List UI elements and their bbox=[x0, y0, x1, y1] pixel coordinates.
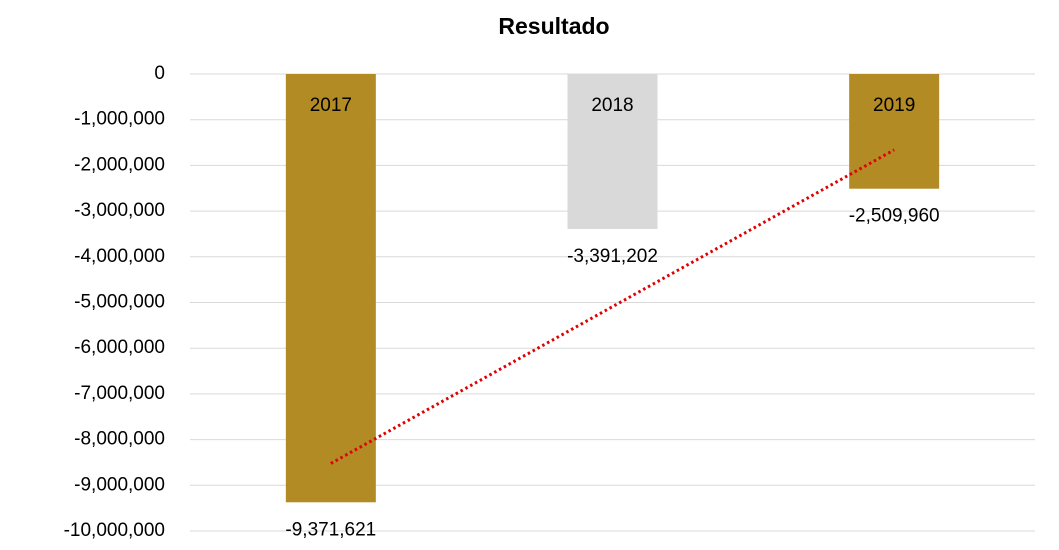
y-tick-label: -8,000,000 bbox=[74, 429, 165, 450]
bar bbox=[849, 74, 940, 189]
value-label: -9,371,621 bbox=[285, 519, 376, 540]
category-label: 2017 bbox=[310, 95, 352, 116]
y-tick-label: -10,000,000 bbox=[64, 520, 165, 541]
y-tick-label: 0 bbox=[154, 63, 165, 84]
y-tick-label: -2,000,000 bbox=[74, 154, 165, 175]
y-tick-label: -5,000,000 bbox=[74, 292, 165, 313]
y-tick-label: -6,000,000 bbox=[74, 337, 165, 358]
y-tick-label: -1,000,000 bbox=[74, 109, 165, 130]
bar bbox=[567, 74, 658, 229]
category-label: 2019 bbox=[873, 95, 915, 116]
value-label: -2,509,960 bbox=[849, 206, 940, 227]
y-tick-label: -9,000,000 bbox=[74, 474, 165, 495]
category-label: 2018 bbox=[591, 95, 633, 116]
y-tick-label: -4,000,000 bbox=[74, 246, 165, 267]
chart-title: Resultado bbox=[498, 13, 609, 39]
y-tick-label: -3,000,000 bbox=[74, 200, 165, 221]
y-tick-label: -7,000,000 bbox=[74, 383, 165, 404]
bar bbox=[285, 74, 376, 503]
value-label: -3,391,202 bbox=[567, 246, 658, 267]
